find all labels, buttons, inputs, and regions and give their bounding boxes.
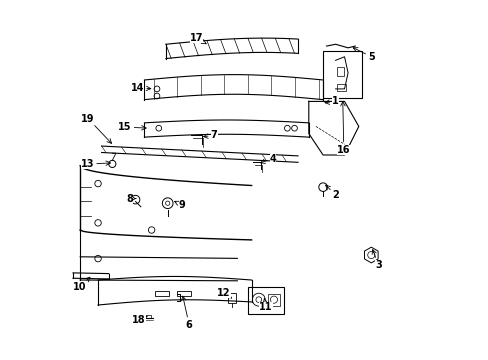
Bar — [267, 294, 280, 306]
Bar — [176, 291, 190, 296]
Bar — [145, 315, 151, 318]
Text: 11: 11 — [259, 299, 272, 312]
Text: 17: 17 — [189, 33, 206, 44]
Text: 12: 12 — [217, 288, 231, 298]
Text: 16: 16 — [336, 102, 350, 155]
Text: 15: 15 — [118, 122, 146, 132]
Bar — [337, 84, 346, 91]
Text: 5: 5 — [352, 48, 374, 62]
Bar — [247, 287, 283, 314]
Text: 9: 9 — [174, 200, 185, 210]
Text: 6: 6 — [181, 296, 192, 330]
Text: 14: 14 — [130, 83, 150, 93]
Text: 7: 7 — [203, 130, 217, 140]
Text: 13: 13 — [81, 159, 110, 169]
Text: 1: 1 — [325, 96, 338, 107]
Text: 19: 19 — [81, 113, 111, 143]
Bar — [155, 291, 169, 296]
Text: 4: 4 — [260, 154, 276, 163]
Text: 2: 2 — [325, 185, 338, 200]
Text: 10: 10 — [73, 277, 90, 292]
Text: 3: 3 — [371, 249, 381, 270]
Bar — [228, 293, 236, 303]
Text: 8: 8 — [126, 194, 136, 203]
Bar — [323, 51, 362, 98]
Bar — [337, 67, 343, 76]
Text: 18: 18 — [132, 315, 147, 325]
